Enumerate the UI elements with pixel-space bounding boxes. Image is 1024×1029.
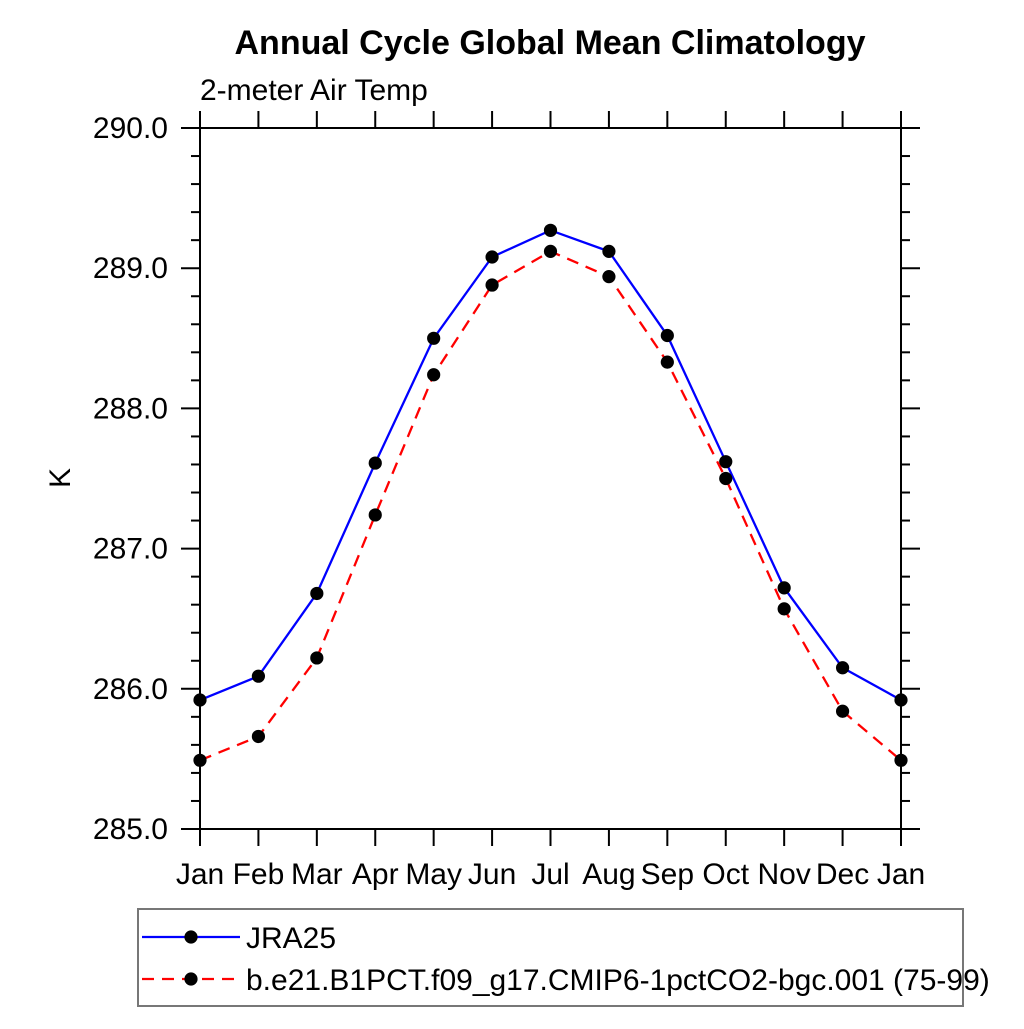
data-point-marker	[660, 328, 674, 343]
data-point-marker	[368, 456, 382, 470]
x-tick-label: Jan	[877, 858, 925, 891]
x-tick-label: Mar	[291, 858, 343, 891]
chart-title: Annual Cycle Global Mean Climatology	[235, 24, 866, 62]
x-tick-label: Sep	[641, 858, 694, 891]
legend-sample-marker	[184, 972, 198, 986]
data-point-marker	[894, 753, 908, 767]
data-point-marker	[543, 244, 558, 258]
x-tick-label: May	[405, 858, 462, 891]
data-point-marker	[251, 729, 266, 744]
y-tick-label: 287.0	[93, 533, 168, 566]
data-point-marker	[310, 651, 324, 665]
x-tick-label: Dec	[816, 858, 869, 891]
data-point-marker	[777, 602, 791, 616]
data-point-marker	[485, 250, 499, 264]
x-tick-label: Oct	[702, 858, 749, 891]
data-point-marker	[835, 704, 850, 718]
data-point-marker	[719, 455, 733, 469]
y-axis-label: K	[44, 468, 77, 488]
data-point-marker	[602, 270, 616, 284]
data-point-marker	[719, 471, 733, 486]
axis-tick-labels: 285.0 286.0 287.0 288.0 289.0 290.0 Jan Feb Mar A…	[93, 112, 925, 891]
x-tick-label: Apr	[352, 858, 399, 891]
data-point-marker	[543, 223, 558, 237]
data-point-marker	[368, 508, 382, 522]
data-point-marker	[777, 581, 791, 595]
y-tick-label: 289.0	[93, 252, 168, 285]
y-tick-label: 286.0	[93, 673, 168, 706]
legend-rows: JRA25 b.e21.B1PCT.f09_g17.CMIP6-1pctCO2-b…	[142, 922, 990, 997]
data-point-marker	[193, 693, 207, 707]
data-point-marker	[427, 331, 441, 345]
data-point-marker	[310, 586, 324, 601]
y-tick-label: 288.0	[93, 392, 168, 425]
x-tick-label: Aug	[582, 858, 635, 891]
legend-sample-marker	[184, 930, 198, 944]
data-point-marker	[427, 368, 441, 382]
legend-box	[137, 908, 964, 1007]
x-tick-label: Jan	[176, 858, 224, 891]
series-line-1	[199, 250, 902, 762]
y-tick-label: 285.0	[93, 813, 168, 846]
x-tick-label: Feb	[233, 858, 285, 891]
axis-ticks	[181, 111, 920, 846]
data-point-marker	[602, 244, 616, 258]
data-point-marker	[894, 693, 908, 707]
x-tick-label: Jun	[468, 858, 516, 891]
data-point-marker	[660, 355, 674, 369]
data-point-marker	[485, 278, 499, 292]
data-series	[193, 223, 908, 767]
data-point-marker	[251, 669, 266, 683]
data-point-marker	[193, 753, 207, 767]
legend-label-1: b.e21.B1PCT.f09_g17.CMIP6-1pctCO2-bgc.00…	[246, 964, 990, 997]
chart-subtitle: 2-meter Air Temp	[200, 74, 428, 107]
data-point-marker	[835, 661, 850, 675]
y-tick-label: 290.0	[93, 112, 168, 145]
x-tick-label: Nov	[757, 858, 810, 891]
legend: JRA25 b.e21.B1PCT.f09_g17.CMIP6-1pctCO2-b…	[137, 908, 990, 1007]
x-tick-label: Jul	[531, 858, 569, 891]
legend-label-0: JRA25	[246, 922, 336, 955]
